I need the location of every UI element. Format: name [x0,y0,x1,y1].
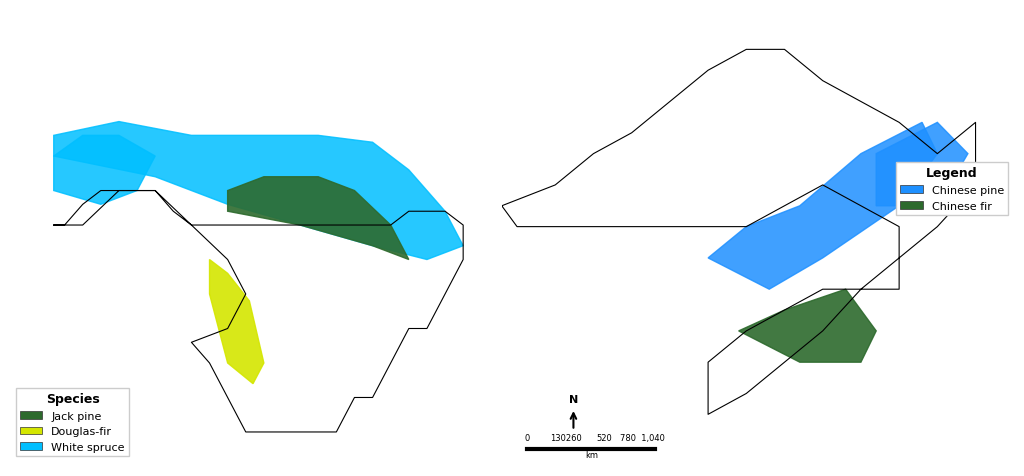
Polygon shape [210,260,264,384]
Polygon shape [53,122,463,260]
Text: 0: 0 [524,433,530,442]
Text: km: km [585,451,598,459]
Polygon shape [227,178,409,260]
Polygon shape [877,123,968,206]
Text: 520: 520 [596,433,612,442]
Text: N: N [568,394,579,404]
Text: 780  1,040: 780 1,040 [621,433,665,442]
Polygon shape [738,289,877,362]
Text: 130260: 130260 [550,433,582,442]
Polygon shape [708,123,937,289]
Legend: Chinese pine, Chinese fir: Chinese pine, Chinese fir [896,163,1009,216]
Polygon shape [53,136,156,205]
Legend: Jack pine, Douglas-fir, White spruce: Jack pine, Douglas-fir, White spruce [15,388,129,456]
